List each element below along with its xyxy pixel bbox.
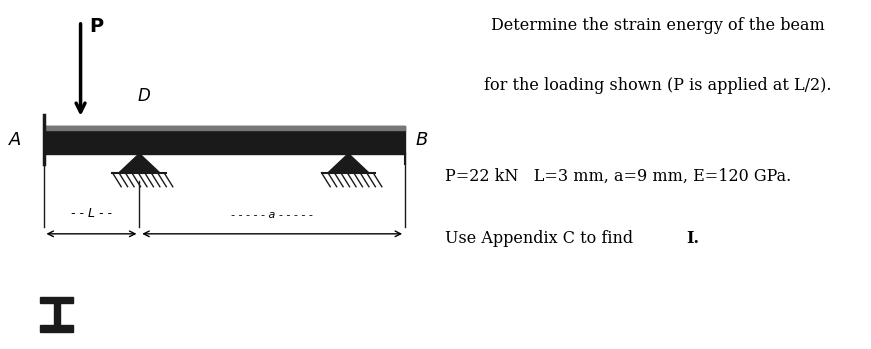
Text: - - L - -: - - L - - xyxy=(71,207,112,220)
Text: D: D xyxy=(138,87,150,105)
Bar xyxy=(44,126,405,130)
Bar xyxy=(44,126,405,154)
Text: P=22 kN   L=3 mm, a=9 mm, E=120 GPa.: P=22 kN L=3 mm, a=9 mm, E=120 GPa. xyxy=(444,168,791,185)
Polygon shape xyxy=(119,154,159,173)
Text: I.: I. xyxy=(686,230,699,247)
Text: Use Appendix C to find: Use Appendix C to find xyxy=(444,230,638,247)
Bar xyxy=(40,325,73,332)
Text: for the loading shown (P is applied at L/2).: for the loading shown (P is applied at L… xyxy=(484,77,832,94)
Text: A: A xyxy=(10,131,22,149)
Text: P: P xyxy=(89,17,104,36)
Text: - - - - - a - - - - -: - - - - - a - - - - - xyxy=(231,210,314,220)
Bar xyxy=(53,303,59,325)
Polygon shape xyxy=(328,154,368,173)
Text: Determine the strain energy of the beam: Determine the strain energy of the beam xyxy=(491,17,825,35)
Text: B: B xyxy=(416,131,429,149)
Bar xyxy=(40,297,73,303)
